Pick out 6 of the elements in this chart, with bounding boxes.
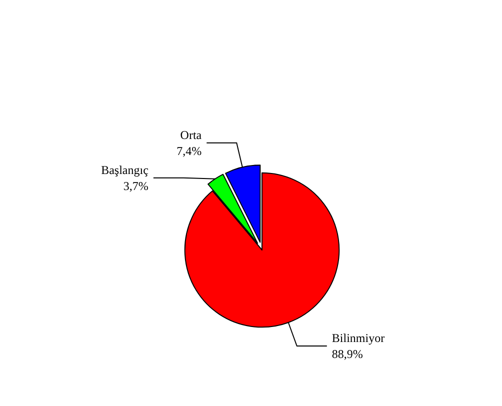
data-label: 3,7% — [123, 178, 148, 193]
slice-label: Orta — [180, 128, 202, 142]
slice-label: Başlangıç — [101, 162, 148, 177]
data-label: 7,4% — [176, 144, 202, 158]
slice-label: Bilinmiyor — [332, 330, 385, 345]
data-label: 88,9% — [332, 346, 363, 361]
